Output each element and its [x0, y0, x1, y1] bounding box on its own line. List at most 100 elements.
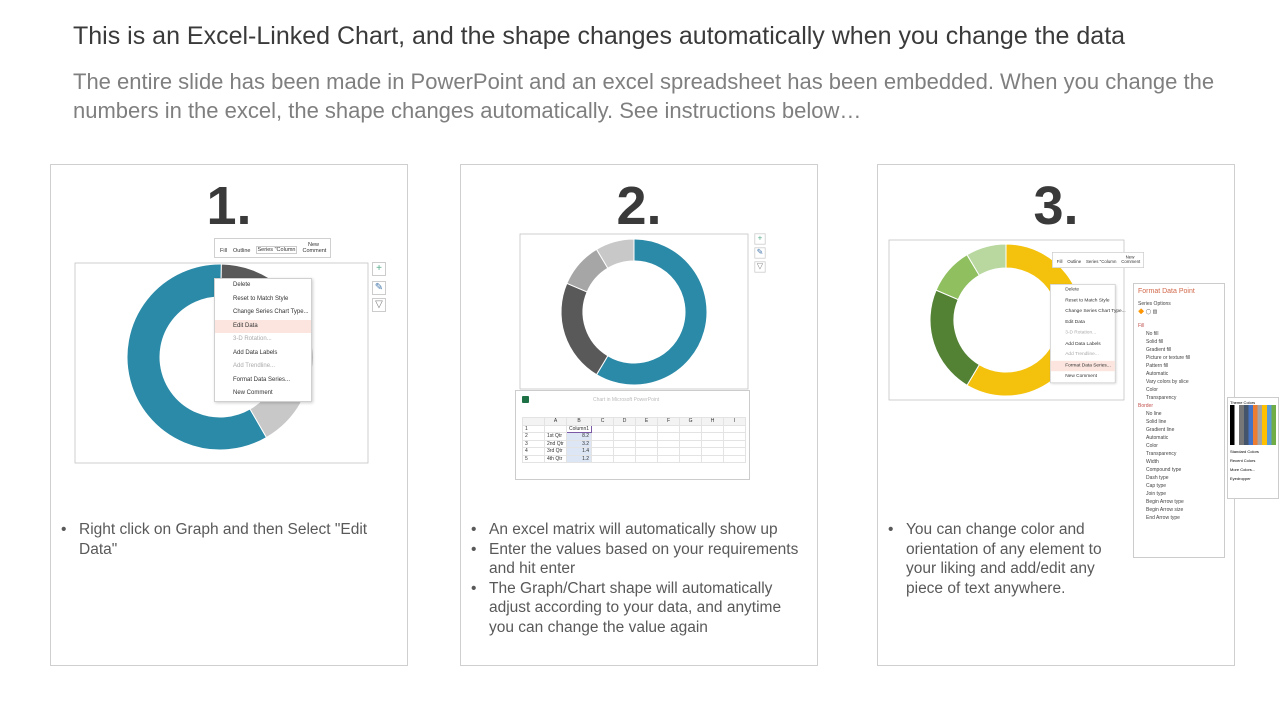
- donut-segment[interactable]: [126, 263, 268, 451]
- column-header[interactable]: C: [591, 417, 615, 426]
- menu-item[interactable]: Format Data Series...: [233, 376, 291, 383]
- cell[interactable]: 1.4: [565, 447, 593, 456]
- menu-item[interactable]: Reset to Match Style: [1065, 298, 1110, 303]
- menu-item[interactable]: 3-D Rotation...: [233, 336, 272, 342]
- series-options-label[interactable]: Series Options: [1138, 301, 1171, 307]
- menu-item[interactable]: Add Data Labels: [233, 349, 278, 356]
- cell[interactable]: [679, 424, 703, 433]
- pane-option[interactable]: Automatic: [1146, 371, 1169, 377]
- donut-segment[interactable]: [595, 238, 635, 269]
- pane-option[interactable]: Pattern fill: [1146, 363, 1169, 369]
- outline-button[interactable]: Outline: [233, 248, 251, 254]
- donut-segment[interactable]: [929, 289, 981, 386]
- cell[interactable]: 3.2: [565, 439, 593, 448]
- pane-option[interactable]: Cap type: [1146, 483, 1167, 489]
- chart-styles-icon[interactable]: ✎: [372, 281, 386, 295]
- menu-item[interactable]: New Comment: [1065, 373, 1097, 379]
- column-header[interactable]: E: [635, 417, 659, 426]
- column-header[interactable]: F: [657, 417, 681, 426]
- menu-item[interactable]: Format Data Series...: [1050, 360, 1115, 372]
- cell[interactable]: [701, 439, 725, 448]
- cell[interactable]: 4th Qtr: [544, 454, 567, 463]
- column-header[interactable]: H: [701, 417, 725, 426]
- pane-option[interactable]: Fill: [1138, 323, 1145, 329]
- pane-option[interactable]: Transparency: [1146, 395, 1177, 401]
- donut-segment[interactable]: [595, 238, 708, 386]
- cell[interactable]: [679, 432, 703, 441]
- cell[interactable]: [544, 424, 567, 433]
- menu-item[interactable]: Delete: [1065, 287, 1080, 292]
- menu-item[interactable]: Delete: [233, 282, 251, 288]
- cell[interactable]: [591, 439, 615, 448]
- pane-option[interactable]: No line: [1146, 411, 1162, 417]
- chart-styles-icon[interactable]: ✎: [754, 247, 766, 259]
- cell[interactable]: [679, 439, 703, 448]
- pane-option[interactable]: Begin Arrow size: [1146, 507, 1184, 513]
- cell[interactable]: [635, 432, 659, 441]
- cell[interactable]: [635, 447, 659, 456]
- more-colors-button[interactable]: More Colors...: [1230, 467, 1256, 472]
- chart-elements-icon[interactable]: +: [372, 262, 386, 276]
- menu-item[interactable]: Reset to Match Style: [233, 295, 289, 302]
- donut-segment[interactable]: [966, 243, 1007, 277]
- cell[interactable]: [657, 439, 681, 448]
- cell[interactable]: [613, 424, 637, 433]
- pane-option[interactable]: Vary colors by slice: [1146, 379, 1189, 385]
- pane-option[interactable]: End Arrow type: [1146, 515, 1180, 521]
- cell[interactable]: [635, 424, 659, 433]
- fill-button[interactable]: Fill: [1056, 260, 1063, 265]
- cell[interactable]: [701, 424, 725, 433]
- cell[interactable]: [701, 447, 725, 456]
- column-header[interactable]: G: [679, 417, 703, 426]
- chart-filter-icon[interactable]: ▽: [754, 261, 766, 273]
- menu-item[interactable]: Change Series Chart Type...: [1065, 308, 1126, 314]
- menu-item[interactable]: Edit Data: [215, 319, 311, 333]
- menu-item[interactable]: Add Data Labels: [1065, 341, 1101, 346]
- pane-option[interactable]: Compound type: [1146, 467, 1182, 473]
- column-header[interactable]: A: [544, 417, 567, 426]
- cell[interactable]: 8.2: [565, 432, 593, 441]
- pane-option[interactable]: Gradient line: [1146, 427, 1175, 433]
- cell[interactable]: [591, 424, 615, 433]
- cell[interactable]: [679, 454, 703, 463]
- cell[interactable]: [723, 447, 747, 456]
- cell[interactable]: [613, 454, 637, 463]
- cell[interactable]: [613, 439, 637, 448]
- cell[interactable]: 1st Qtr: [544, 432, 567, 441]
- cell[interactable]: [591, 447, 615, 456]
- cell[interactable]: [657, 454, 681, 463]
- cell[interactable]: [723, 424, 747, 433]
- series-dropdown[interactable]: Series "Column: [256, 246, 297, 254]
- pane-option[interactable]: Border: [1138, 403, 1154, 409]
- pane-option[interactable]: Picture or texture fill: [1146, 355, 1191, 361]
- menu-item[interactable]: Add Trendline...: [233, 363, 276, 369]
- fill-button[interactable]: Fill: [220, 248, 228, 254]
- cell[interactable]: [723, 432, 747, 441]
- pane-tab-icons[interactable]: 🔶 ◯ ▥: [1138, 309, 1158, 315]
- cell[interactable]: [613, 432, 637, 441]
- cell[interactable]: [635, 454, 659, 463]
- cell[interactable]: [701, 454, 725, 463]
- new-comment-button[interactable]: New Comment: [302, 242, 327, 254]
- cell[interactable]: [657, 424, 681, 433]
- eyedropper-button[interactable]: Eyedropper: [1230, 476, 1251, 481]
- cell[interactable]: [613, 447, 637, 456]
- theme-color-swatches[interactable]: [1230, 405, 1276, 445]
- cell[interactable]: [635, 439, 659, 448]
- pane-option[interactable]: Width: [1146, 459, 1159, 465]
- pane-option[interactable]: Color: [1146, 387, 1158, 393]
- cell[interactable]: 1.2: [565, 454, 593, 463]
- cell[interactable]: [723, 454, 747, 463]
- pane-option[interactable]: Join type: [1146, 491, 1167, 497]
- donut-segment[interactable]: [560, 282, 609, 376]
- column-header[interactable]: D: [613, 417, 637, 426]
- menu-item[interactable]: 3-D Rotation...: [1065, 330, 1097, 336]
- pane-option[interactable]: Solid line: [1146, 419, 1167, 425]
- column-header[interactable]: B: [565, 417, 593, 426]
- cell[interactable]: 2nd Qtr: [544, 439, 567, 448]
- pane-option[interactable]: Color: [1146, 443, 1158, 449]
- menu-item[interactable]: Add Trendline...: [1065, 352, 1099, 357]
- cell[interactable]: [679, 447, 703, 456]
- menu-item[interactable]: New Comment: [233, 390, 273, 396]
- new-comment-button[interactable]: New Comment: [1121, 255, 1141, 265]
